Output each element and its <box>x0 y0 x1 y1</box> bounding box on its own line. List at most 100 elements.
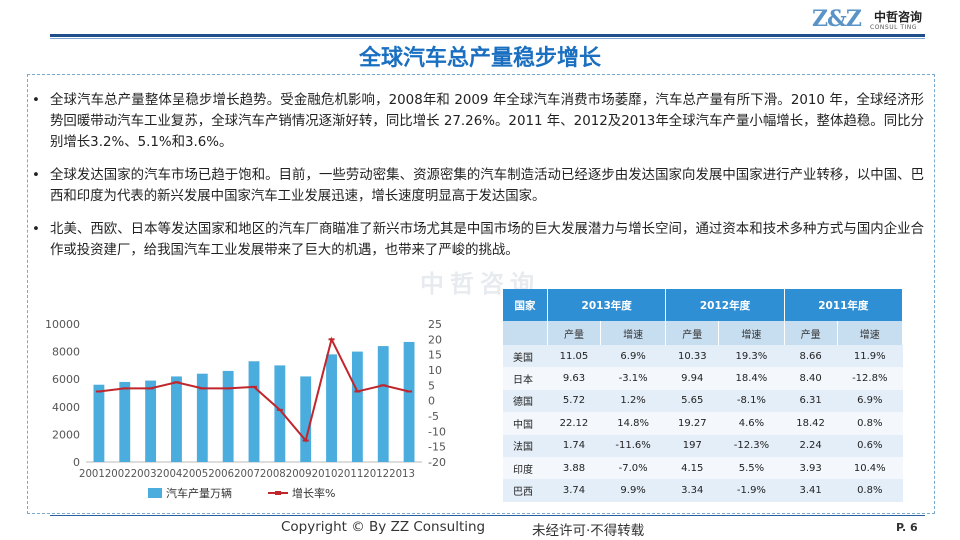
bar <box>403 341 415 462</box>
table-cell-country: 印度 <box>503 456 548 480</box>
header-country: 国家 <box>503 289 548 321</box>
table-cell: -1.9% <box>718 479 785 502</box>
table-cell: 6.31 <box>784 389 838 413</box>
table-cell-country: 法国 <box>503 434 548 457</box>
x-tick-label: 2004 <box>157 468 183 480</box>
header-divider-thick <box>50 34 925 37</box>
table-cell: 9.94 <box>665 367 719 390</box>
x-tick-label: 2007 <box>234 468 260 480</box>
header-divider-thin <box>50 38 925 39</box>
bullet-text: 全球汽车总产量整体呈稳步增长趋势。受金融危机影响，2008年和 2009 年全球… <box>50 93 924 150</box>
table-cell: 1.2% <box>600 389 666 413</box>
header-year-2011: 2011年度 <box>784 289 904 321</box>
bullet-item: • 全球发达国家的汽车市场已趋于饱和。目前，一些劳动密集、资源密集的汽车制造活动… <box>32 165 924 207</box>
bar <box>274 365 286 462</box>
table-row: 美国 11.05 6.9% 10.33 19.3% 8.66 11.9% <box>503 345 903 368</box>
y-right-tick-label: -15 <box>428 441 446 454</box>
table-cell: 3.74 <box>547 479 601 502</box>
x-tick-label: 2011 <box>337 468 363 480</box>
table-row: 日本 9.63 -3.1% 9.94 18.4% 8.40 -12.8% <box>503 367 903 390</box>
bullet-item: • 北美、西欧、日本等发达国家和地区的汽车厂商瞄准了新兴市场尤其是中国市场的巨大… <box>32 219 924 261</box>
table-cell: 18.4% <box>718 367 785 390</box>
subheader-output: 产量 <box>547 321 601 345</box>
legend-swatch-bar <box>148 488 162 498</box>
table-cell: 197 <box>665 434 719 457</box>
legend-label-line: 增长率% <box>292 486 335 500</box>
table-cell: 0.8% <box>837 412 903 435</box>
y-left-tick-label: 6000 <box>52 373 80 386</box>
table-cell: -8.1% <box>718 389 785 413</box>
table-cell-country: 巴西 <box>503 479 548 502</box>
logo-chinese-name: 中哲咨询 <box>874 10 923 24</box>
table-cell: 0.8% <box>837 479 903 502</box>
table-cell-country: 中国 <box>503 412 548 435</box>
table-cell-country: 德国 <box>503 389 548 413</box>
bullet-text: 全球发达国家的汽车市场已趋于饱和。目前，一些劳动密集、资源密集的汽车制造活动已经… <box>50 168 924 204</box>
y-left-tick-label: 2000 <box>52 428 80 441</box>
logo-english-name: CONSUL TING <box>870 24 917 31</box>
table-subheader-row: 产量 增速 产量 增速 产量 增速 <box>503 321 904 345</box>
y-right-tick-label: -10 <box>428 425 446 438</box>
y-right-tick-label: 0 <box>428 395 435 408</box>
table-row: 印度 3.88 -7.0% 4.15 5.5% 3.93 10.4% <box>503 456 903 480</box>
bar <box>222 370 234 462</box>
bar <box>171 376 182 462</box>
table-cell: 3.41 <box>784 479 838 502</box>
bar <box>145 380 157 462</box>
table-cell: 10.33 <box>665 345 719 368</box>
x-tick-label: 2005 <box>182 468 208 480</box>
company-logo: Z&Z 中哲咨询 CONSUL TING <box>812 6 952 34</box>
x-tick-label: 2009 <box>286 468 312 480</box>
table-cell: 3.88 <box>547 456 601 480</box>
table-cell-country: 美国 <box>503 345 548 368</box>
table-cell: 22.12 <box>547 412 601 435</box>
table-header-row: 国家 2013年度 2012年度 2011年度 <box>503 289 904 321</box>
table-cell: 1.74 <box>547 434 601 457</box>
subheader-output: 产量 <box>665 321 720 345</box>
bullet-marker: • <box>32 222 40 237</box>
subheader-growth: 增速 <box>837 321 904 345</box>
table-cell: 11.9% <box>837 345 903 368</box>
x-tick-label: 2010 <box>312 468 338 480</box>
table-cell: -11.6% <box>600 434 666 457</box>
table-cell: 0.6% <box>837 434 903 457</box>
table-row: 巴西 3.74 9.9% 3.34 -1.9% 3.41 0.8% <box>503 479 903 502</box>
country-production-table: 国家 2013年度 2012年度 2011年度 产量 增速 产量 增速 产量 增… <box>503 289 904 502</box>
table-cell: 5.65 <box>665 389 719 413</box>
legend-label-bar: 汽车产量万辆 <box>166 486 232 500</box>
table-cell: 3.93 <box>784 456 838 480</box>
header-year-2012: 2012年度 <box>665 289 785 321</box>
x-tick-label: 2012 <box>363 468 389 480</box>
table-cell: 9.9% <box>600 479 666 502</box>
chart-svg: 0 2000 4000 6000 8000 10000 -20 -15 -10 -5 0 5 10 15 2… <box>45 318 446 500</box>
subheader-blank <box>503 321 548 345</box>
bar <box>326 354 337 462</box>
bar <box>300 376 312 462</box>
table-cell: 14.8% <box>600 412 666 435</box>
y-left-tick-label: 4000 <box>52 401 80 414</box>
y-right-tick-label: 10 <box>428 364 442 377</box>
table-cell: 19.27 <box>665 412 719 435</box>
y-right-tick-label: -20 <box>428 456 446 469</box>
y-right-tick-label: 5 <box>428 379 435 392</box>
y-right-tick-label: 20 <box>428 333 442 346</box>
bullet-marker: • <box>32 93 40 108</box>
table-cell: 4.6% <box>718 412 785 435</box>
table-cell: 5.72 <box>547 389 601 413</box>
country-production-table-wrapper: 国家 2013年度 2012年度 2011年度 产量 增速 产量 增速 产量 增… <box>503 289 904 502</box>
bar <box>196 373 208 462</box>
bullet-text: 北美、西欧、日本等发达国家和地区的汽车厂商瞄准了新兴市场尤其是中国市场的巨大发展… <box>50 222 924 258</box>
table-cell: -3.1% <box>600 367 666 390</box>
x-tick-label: 2013 <box>389 468 415 480</box>
subheader-growth: 增速 <box>600 321 667 345</box>
table-cell: 8.40 <box>784 367 838 390</box>
table-cell: 4.15 <box>665 456 719 480</box>
table-row: 德国 5.72 1.2% 5.65 -8.1% 6.31 6.9% <box>503 389 903 413</box>
bullet-list: • 全球汽车总产量整体呈稳步增长趋势。受金融危机影响，2008年和 2009 年… <box>32 90 924 273</box>
table-cell-country: 日本 <box>503 367 548 390</box>
copyright-text: Copyright © By ZZ Consulting <box>281 519 486 535</box>
x-tick-label: 2006 <box>208 468 234 480</box>
content-frame <box>27 74 935 514</box>
table-cell: 2.24 <box>784 434 838 457</box>
bullet-marker: • <box>32 168 40 183</box>
